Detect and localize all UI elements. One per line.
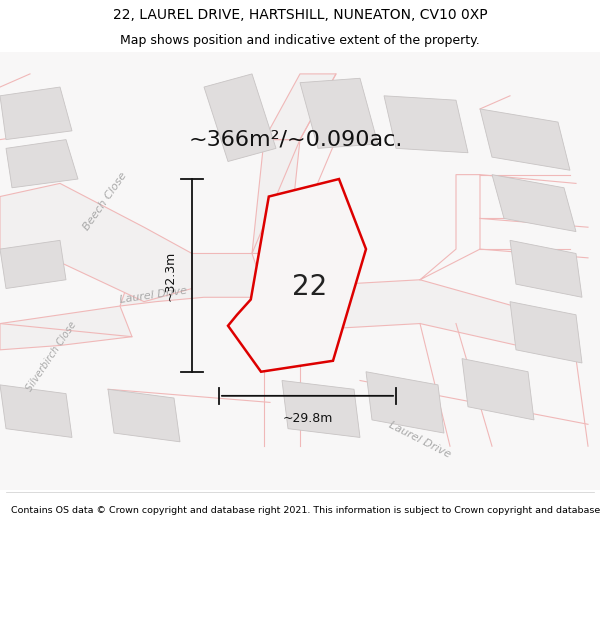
Polygon shape <box>0 385 72 438</box>
Text: ~32.3m: ~32.3m <box>164 250 177 301</box>
Polygon shape <box>384 96 468 152</box>
Text: 22, LAUREL DRIVE, HARTSHILL, NUNEATON, CV10 0XP: 22, LAUREL DRIVE, HARTSHILL, NUNEATON, C… <box>113 8 487 21</box>
Polygon shape <box>282 381 360 438</box>
Polygon shape <box>264 280 576 359</box>
Text: Laurel Drive: Laurel Drive <box>388 420 452 459</box>
Polygon shape <box>0 87 72 139</box>
Text: Map shows position and indicative extent of the property.: Map shows position and indicative extent… <box>120 34 480 47</box>
Polygon shape <box>462 359 534 420</box>
Text: ~366m²/~0.090ac.: ~366m²/~0.090ac. <box>189 129 403 149</box>
Polygon shape <box>510 241 582 298</box>
Polygon shape <box>108 389 180 442</box>
Text: Laurel Drive: Laurel Drive <box>119 286 187 305</box>
Polygon shape <box>252 139 300 254</box>
Text: Beech Close: Beech Close <box>82 170 128 232</box>
Polygon shape <box>0 306 132 350</box>
Polygon shape <box>510 302 582 363</box>
Polygon shape <box>264 74 336 139</box>
Text: 22: 22 <box>292 273 327 301</box>
Polygon shape <box>366 372 444 433</box>
Polygon shape <box>0 183 192 302</box>
Polygon shape <box>0 241 66 289</box>
Polygon shape <box>300 78 378 148</box>
Polygon shape <box>120 254 264 306</box>
Polygon shape <box>492 174 576 232</box>
Polygon shape <box>228 179 366 372</box>
Text: Silverbirch Close: Silverbirch Close <box>24 320 78 393</box>
Polygon shape <box>6 139 78 188</box>
Text: Contains OS data © Crown copyright and database right 2021. This information is : Contains OS data © Crown copyright and d… <box>11 506 600 515</box>
Polygon shape <box>480 109 570 170</box>
Text: ~29.8m: ~29.8m <box>283 412 332 426</box>
Polygon shape <box>204 74 276 161</box>
